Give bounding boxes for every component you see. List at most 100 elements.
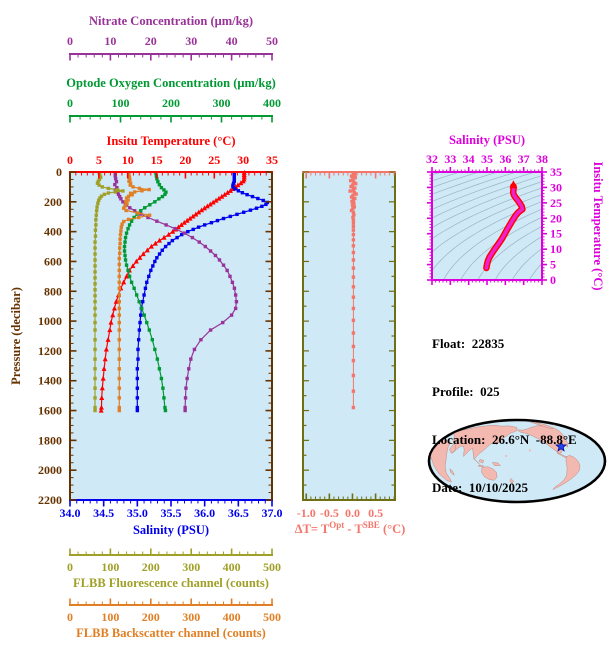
ts-salinity-tick-label: 33 (444, 152, 456, 166)
backscatter-marker (127, 175, 132, 179)
backscatter-marker (117, 268, 121, 273)
pressure-tick-label: 2200 (38, 493, 62, 507)
backscatter-marker (125, 202, 129, 206)
isopycnal-line (460, 216, 542, 280)
oxygen-marker (163, 408, 168, 413)
oxygen-marker (163, 192, 167, 197)
fluorescence-marker (113, 190, 117, 194)
nitrate-marker (229, 313, 234, 317)
temperature-tick-label: 15 (151, 153, 163, 167)
nitrate-marker (203, 244, 208, 249)
delta-t-label-pre: ΔT= T (294, 522, 330, 537)
temperature-marker (110, 312, 116, 318)
delta-t-marker (352, 213, 356, 217)
float-info-line-date: Date: 10/10/2025 (432, 480, 529, 495)
delta-t-marker (351, 373, 356, 378)
isopycnal-line (432, 194, 542, 253)
map-landmasses (430, 421, 581, 490)
salinity-marker (135, 405, 140, 410)
map-island-dot (505, 454, 508, 458)
backscatter-marker (123, 204, 127, 208)
temperature-marker (105, 336, 111, 342)
oxygen-marker (124, 263, 129, 267)
backscatter-marker (127, 179, 131, 183)
temperature-marker (227, 187, 233, 193)
backscatter-tick-label: 300 (182, 610, 200, 624)
delta-t-label-sup-sbe: SBE (362, 520, 380, 530)
temperature-tick-label: 25 (208, 153, 220, 167)
temperature-profile-series (98, 169, 247, 413)
salinity-marker (232, 179, 236, 183)
ts-temperature-tick-label: 20 (550, 211, 562, 225)
oxygen-marker (123, 240, 127, 244)
backscatter-marker (122, 206, 126, 210)
pressure-tick-label: 400 (44, 225, 62, 239)
delta-t-marker (351, 358, 356, 363)
fluorescence-marker (93, 234, 98, 238)
salinity-marker (142, 293, 146, 297)
delta-t-marker (348, 189, 352, 193)
nitrate-tick-label: 30 (185, 34, 197, 48)
ts-curve (484, 184, 525, 270)
oxygen-marker (153, 200, 157, 204)
fluorescence-marker (96, 179, 100, 183)
nitrate-marker (114, 179, 119, 184)
delta-t-marker (351, 228, 356, 232)
nitrate-marker (183, 408, 187, 413)
fluorescence-marker (94, 213, 98, 217)
fluorescence-marker (93, 228, 98, 232)
nitrate-marker (189, 357, 193, 361)
pressure-tick-label: 1800 (38, 433, 62, 447)
delta-t-axis-label: ΔT= TOpt - TSBE (°C) (283, 520, 417, 537)
nitrate-tick-label: 50 (266, 34, 278, 48)
ts-temperature-tick-label: 30 (550, 180, 562, 194)
temperature-marker (130, 263, 136, 269)
temperature-marker (140, 251, 146, 257)
oxygen-marker (123, 253, 127, 258)
map-land-polygon (517, 425, 569, 454)
nitrate-marker (116, 192, 121, 197)
pressure-axis-title: Pressure (decibar) (9, 287, 23, 385)
nitrate-marker (213, 253, 218, 258)
delta-t-marker (354, 181, 358, 186)
temperature-marker (201, 205, 207, 211)
delta-t-panel: -1.0 -0.5 0.0 0.5 (297, 171, 396, 520)
salinity-marker (160, 248, 164, 252)
ts-temperature-tick-label: 10 (550, 242, 562, 256)
backscatter-marker (130, 193, 134, 197)
delta-t-marker (351, 285, 356, 289)
salinity-marker (191, 227, 195, 232)
oxygen-marker (147, 328, 151, 332)
backscatter-marker (117, 280, 121, 285)
nitrate-marker (225, 268, 229, 273)
delta-t-tick-label: 0.5 (368, 506, 383, 520)
delta-t-marker (351, 221, 356, 225)
temperature-marker (216, 195, 222, 201)
backscatter-marker (124, 196, 129, 200)
pressure-tick-label: 0 (56, 165, 62, 179)
temperature-marker (187, 215, 193, 221)
nitrate-marker (117, 194, 122, 199)
salinity-marker (231, 183, 235, 187)
fluorescence-marker (93, 288, 97, 292)
fluorescence-marker (97, 183, 101, 187)
fluorescence-marker (93, 408, 97, 413)
nitrate-marker (185, 376, 189, 381)
fluorescence-marker (93, 386, 97, 390)
salinity-marker (151, 264, 155, 268)
isopycnal-line (432, 172, 536, 210)
temperature-marker (98, 404, 104, 410)
salinity-marker (163, 244, 168, 249)
fluorescence-marker (93, 338, 97, 342)
salinity-tick-label: 36.5 (228, 506, 249, 520)
delta-t-tick-label: -1.0 (297, 506, 316, 520)
main-panel-background (70, 172, 272, 500)
nitrate-marker (208, 328, 213, 332)
salinity-marker (155, 256, 159, 260)
delta-t-marker (349, 184, 353, 189)
fluorescence-marker (93, 328, 97, 332)
fluorescence-marker (98, 196, 102, 200)
oxygen-marker (160, 194, 165, 199)
fluorescence-marker (95, 181, 100, 185)
fluorescence-marker (93, 252, 97, 256)
